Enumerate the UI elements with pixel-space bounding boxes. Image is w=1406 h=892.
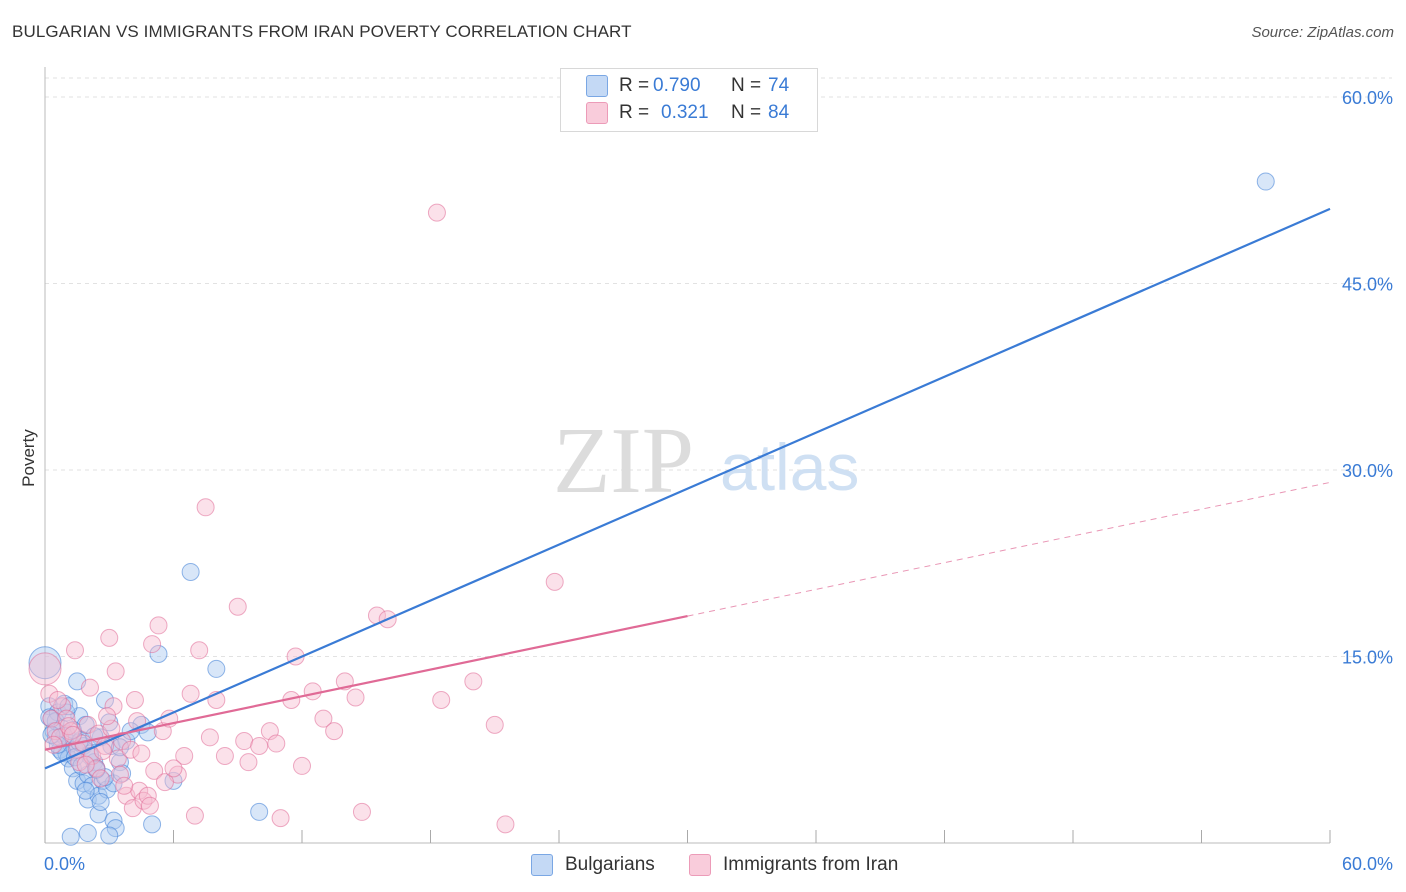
bottom-legend-iran: Immigrants from Iran bbox=[689, 852, 898, 878]
point-bulgarians bbox=[91, 792, 110, 811]
trend-line-solid bbox=[44, 207, 1331, 770]
tick-labels: 15.0% 30.0% 45.0% 60.0% 0.0% 60.0% bbox=[44, 88, 1393, 874]
point-iran bbox=[59, 717, 78, 736]
point-bulgarians bbox=[76, 781, 95, 800]
point-iran bbox=[271, 809, 290, 828]
data-points bbox=[28, 172, 1275, 846]
point-bulgarians bbox=[143, 815, 162, 834]
legend-r-label: R = bbox=[619, 102, 650, 123]
point-iran bbox=[143, 635, 162, 654]
point-iran bbox=[228, 597, 247, 616]
point-iran bbox=[432, 691, 451, 710]
point-iran bbox=[125, 691, 144, 710]
legend-r-value: 0.790 bbox=[653, 75, 701, 96]
point-iran bbox=[28, 652, 62, 686]
point-iran bbox=[100, 628, 119, 647]
point-iran bbox=[239, 753, 258, 772]
point-iran bbox=[352, 802, 371, 821]
point-iran bbox=[91, 769, 110, 788]
point-iran bbox=[108, 749, 127, 768]
point-iran bbox=[80, 678, 99, 697]
point-iran bbox=[267, 734, 286, 753]
point-iran bbox=[346, 688, 365, 707]
point-iran bbox=[175, 746, 194, 765]
point-iran bbox=[325, 722, 344, 741]
bottom-legend-swatch-blue bbox=[531, 854, 553, 876]
trend-lines bbox=[44, 207, 1331, 770]
point-bulgarians bbox=[181, 562, 200, 581]
point-bulgarians bbox=[1256, 172, 1275, 191]
point-iran bbox=[98, 707, 117, 726]
watermark-zip: ZIP bbox=[553, 409, 694, 513]
point-bulgarians bbox=[104, 811, 123, 830]
point-bulgarians bbox=[61, 827, 80, 846]
grid-lines bbox=[45, 77, 1392, 657]
x-tick-label: 60.0% bbox=[1342, 854, 1393, 874]
point-iran bbox=[545, 572, 564, 591]
point-iran bbox=[250, 737, 269, 756]
point-bulgarians bbox=[78, 824, 97, 843]
legend-r-label: R = bbox=[619, 75, 650, 96]
point-bulgarians bbox=[207, 659, 226, 678]
legend-n-value: 84 bbox=[768, 102, 790, 123]
trend-line-solid bbox=[44, 615, 688, 751]
point-iran bbox=[200, 728, 219, 747]
point-iran bbox=[303, 682, 322, 701]
chart-title: BULGARIAN VS IMMIGRANTS FROM IRAN POVERT… bbox=[12, 22, 632, 41]
point-iran bbox=[164, 759, 183, 778]
y-tick-label: 30.0% bbox=[1342, 461, 1393, 481]
point-iran bbox=[427, 203, 446, 222]
y-axis-label: Poverty bbox=[19, 429, 38, 487]
bottom-legend-label: Bulgarians bbox=[565, 854, 655, 875]
point-iran bbox=[196, 498, 215, 517]
source-label: Source: ZipAtlas.com bbox=[1251, 24, 1394, 41]
point-bulgarians bbox=[250, 802, 269, 821]
point-iran bbox=[485, 715, 504, 734]
point-iran bbox=[185, 806, 204, 825]
legend-n-label: N = bbox=[731, 75, 762, 96]
y-tick-label: 60.0% bbox=[1342, 88, 1393, 108]
point-iran bbox=[63, 725, 82, 744]
point-iran bbox=[76, 755, 95, 774]
point-iran bbox=[496, 815, 515, 834]
bottom-legend-swatch-pink bbox=[689, 854, 711, 876]
point-iran bbox=[149, 616, 168, 635]
point-bulgarians bbox=[106, 819, 125, 838]
point-iran bbox=[132, 744, 151, 763]
watermark-atlas: atlas bbox=[720, 430, 859, 504]
y-tick-label: 15.0% bbox=[1342, 648, 1393, 668]
point-iran bbox=[121, 740, 140, 759]
point-iran bbox=[464, 672, 483, 691]
point-iran bbox=[181, 684, 200, 703]
point-iran bbox=[215, 746, 234, 765]
point-iran bbox=[44, 735, 63, 754]
bottom-legend-bulgarians: Bulgarians bbox=[531, 852, 655, 878]
legend-swatch-blue bbox=[586, 75, 608, 97]
y-tick-label: 45.0% bbox=[1342, 275, 1393, 295]
legend-n-label: N = bbox=[731, 102, 762, 123]
point-iran bbox=[48, 691, 67, 710]
point-iran bbox=[314, 709, 333, 728]
point-iran bbox=[190, 641, 209, 660]
point-iran bbox=[115, 776, 134, 795]
legend-n-value: 74 bbox=[768, 75, 790, 96]
point-iran bbox=[155, 773, 174, 792]
x-tick-label: 0.0% bbox=[44, 854, 85, 874]
point-bulgarians bbox=[100, 826, 119, 845]
point-iran bbox=[235, 732, 254, 751]
point-bulgarians bbox=[149, 645, 168, 664]
point-iran bbox=[110, 765, 129, 784]
point-iran bbox=[145, 761, 164, 780]
correlation-legend: R = 0.790 N = 74 R = 0.321 N = 84 bbox=[560, 68, 818, 132]
point-iran bbox=[104, 697, 123, 716]
point-iran bbox=[106, 662, 125, 681]
legend-r-value: 0.321 bbox=[661, 102, 709, 123]
point-iran bbox=[140, 796, 159, 815]
bottom-legend-label: Immigrants from Iran bbox=[723, 854, 899, 875]
point-iran bbox=[65, 641, 84, 660]
point-iran bbox=[293, 756, 311, 775]
legend-swatch-pink bbox=[586, 102, 608, 124]
point-iran bbox=[87, 759, 106, 778]
